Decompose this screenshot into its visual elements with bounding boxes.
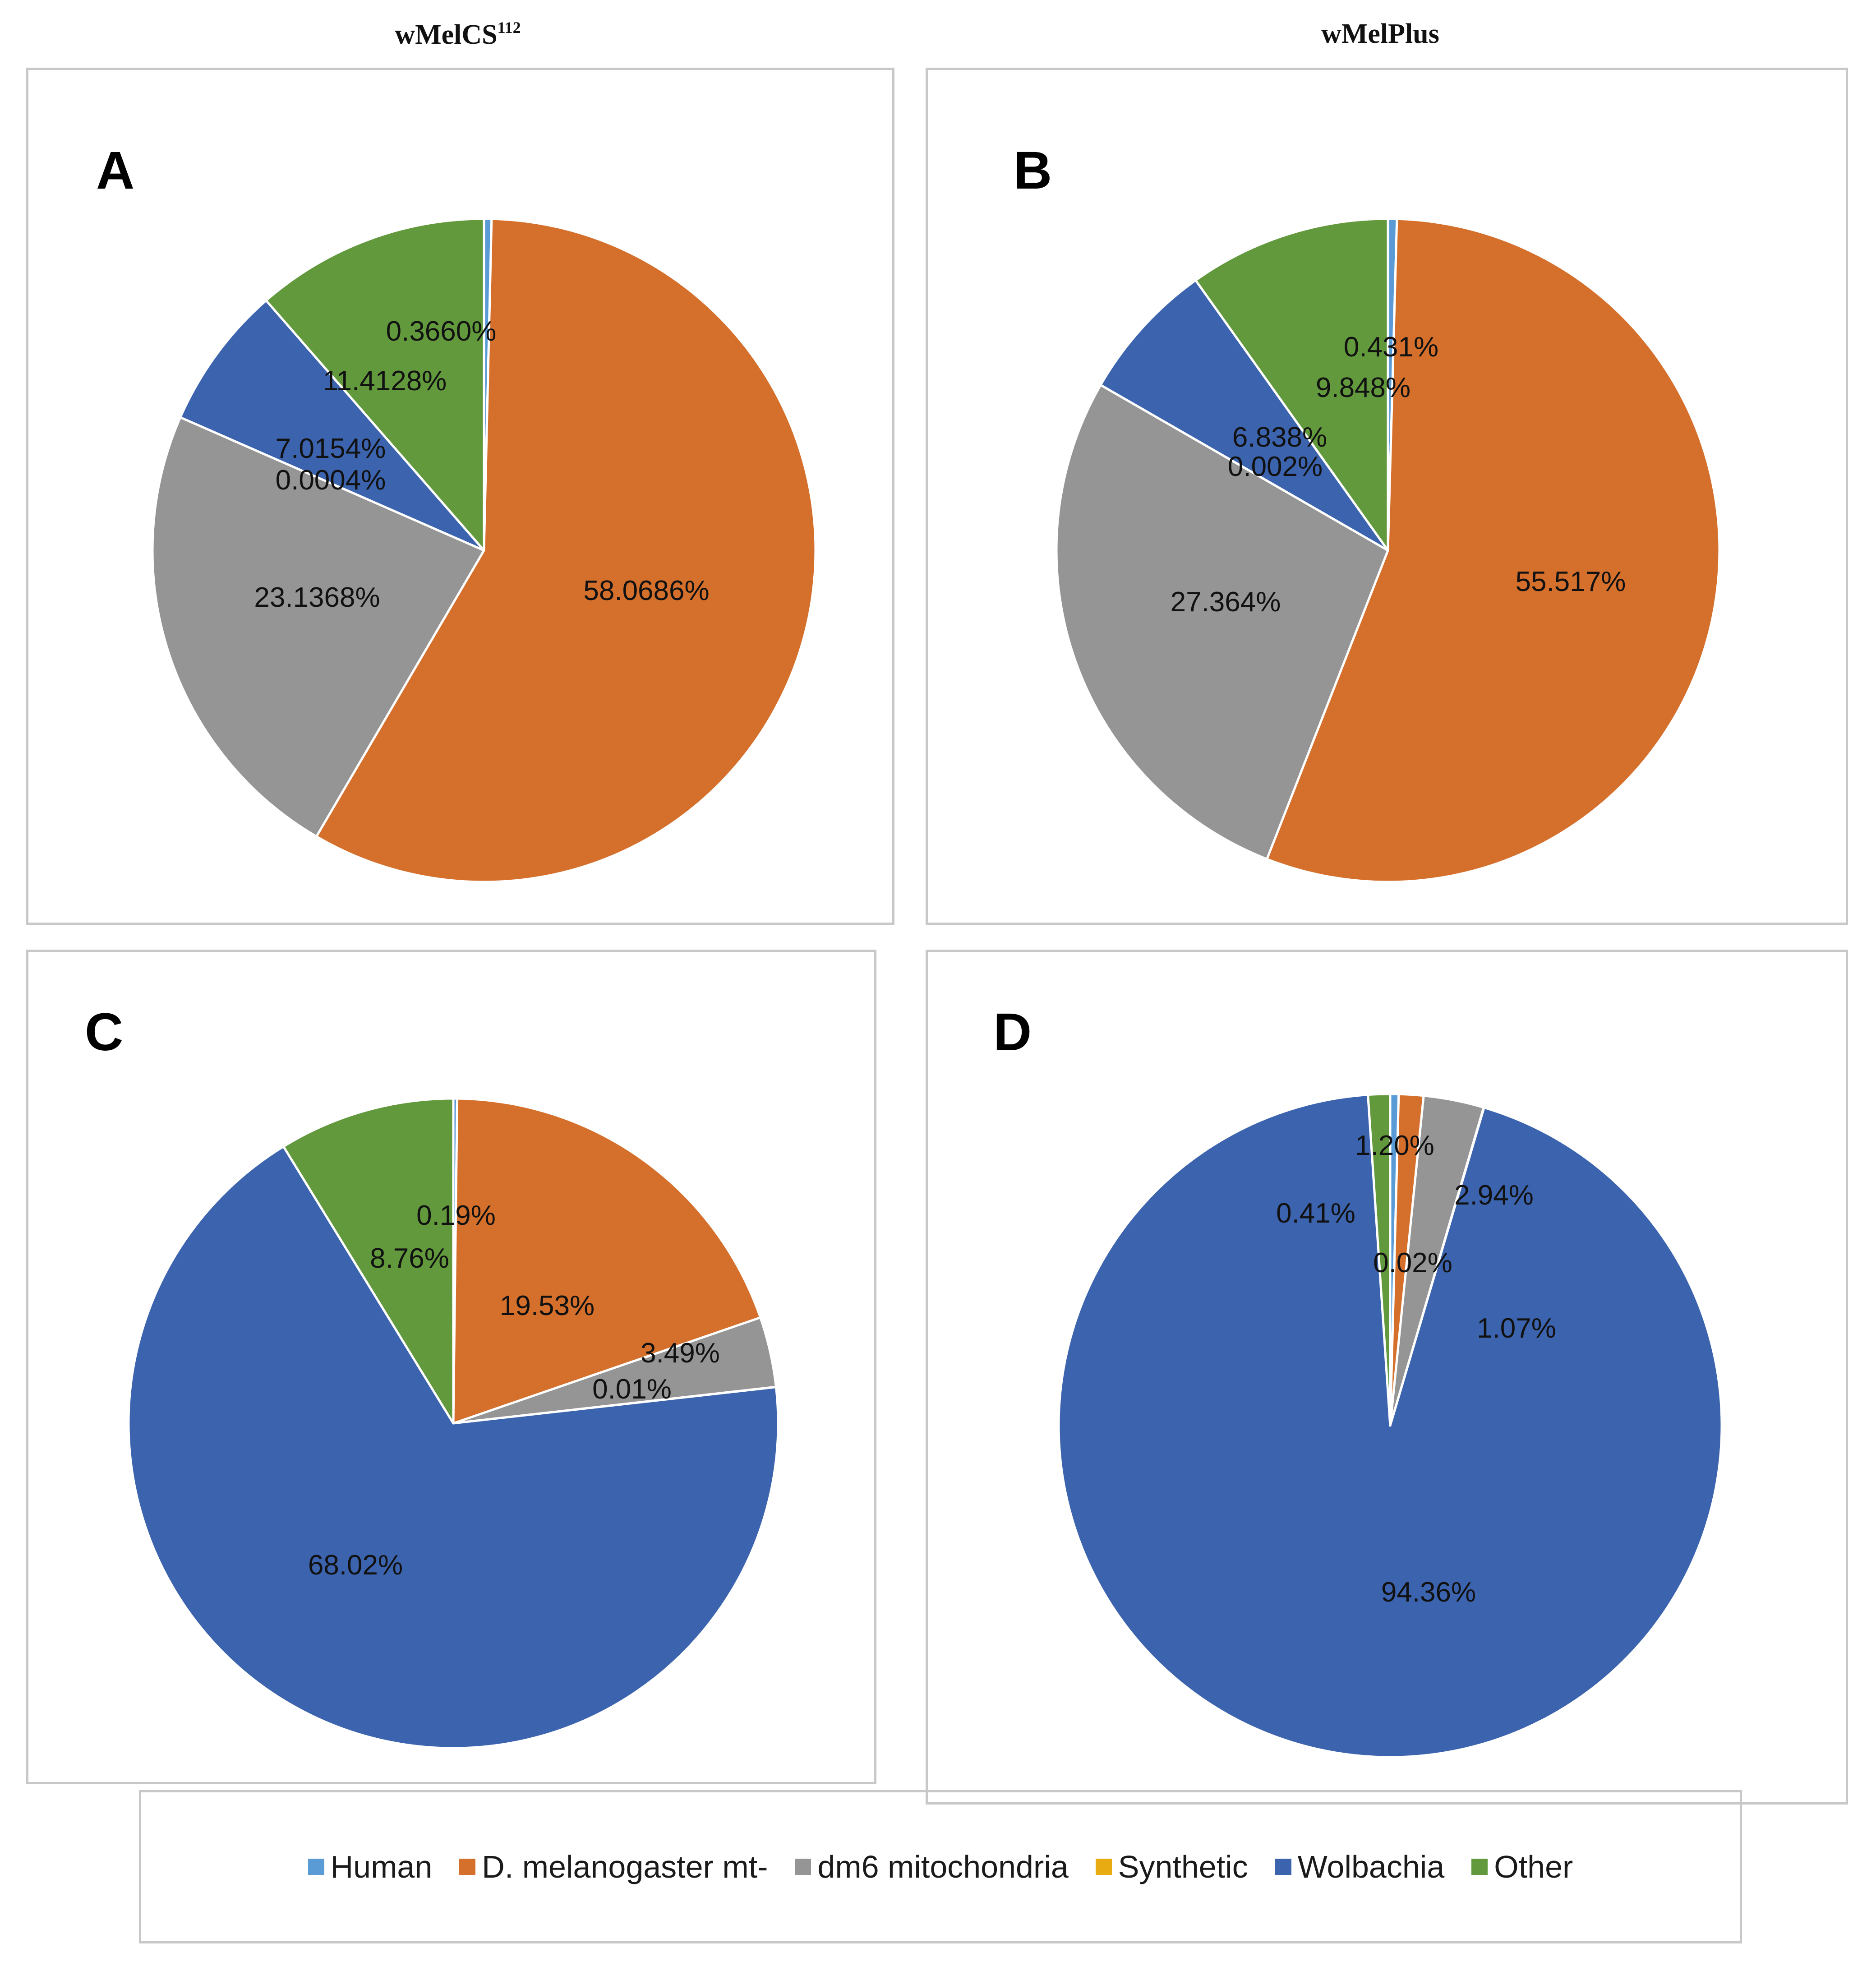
chart-panel-a: A 0.3660% 58.0686% 23.1368% 0.0004% 7.0154% 1… <box>26 68 894 925</box>
data-label-other: 8.76% <box>370 1243 449 1274</box>
data-label-wolbachia: 7.0154% <box>276 433 386 464</box>
pie-slice-wolbachia <box>127 1145 779 1749</box>
panel-letter-d: D <box>993 1002 1032 1062</box>
legend-item-other: Other <box>1471 1849 1573 1885</box>
panel-letter-c: C <box>85 1002 124 1062</box>
data-label-human: 0.19% <box>416 1200 496 1231</box>
chart-panel-c: C 0.19% 19.53% 3.49% 0.01% 68.02% 8.76% <box>26 950 876 1784</box>
data-label-other: 1.07% <box>1477 1313 1556 1344</box>
pie-slice-other <box>282 1097 455 1425</box>
legend-swatch <box>1471 1859 1488 1875</box>
legend-item-d-melanogaster-mt: D. melanogaster mt- <box>459 1849 768 1885</box>
data-label-other: 9.848% <box>1316 372 1410 403</box>
legend-swatch <box>795 1859 811 1875</box>
pie-slice-wolbachia <box>179 299 485 552</box>
data-label-other: 11.4128% <box>323 365 447 397</box>
data-label-dm6-mitochondria: 3.49% <box>641 1338 720 1369</box>
pie-slice-d-melanogaster-mt <box>1266 217 1721 883</box>
data-label-synthetic: 0.01% <box>592 1374 672 1405</box>
legend-label: Wolbachia <box>1297 1849 1445 1884</box>
legend-swatch <box>308 1859 324 1875</box>
pie-slice-d-melanogaster-mt <box>315 217 817 883</box>
data-label-synthetic: 0.0004% <box>276 465 386 496</box>
legend-label: Other <box>1494 1849 1573 1884</box>
pie-chart-b: 0.431% 55.517% 27.364% 0.002%6.838% 9.848% <box>1055 217 1721 883</box>
pie-slice-d-melanogaster-mt <box>452 1097 762 1425</box>
data-label-wolbachia: 94.36% <box>1381 1577 1476 1608</box>
chart-legend: Human D. melanogaster mt- dm6 mitochondr… <box>139 1790 1742 1943</box>
data-label-human: 0.41% <box>1276 1198 1355 1229</box>
legend-swatch <box>1275 1859 1291 1875</box>
data-label-d-melanogaster-mt: 58.0686% <box>583 575 709 606</box>
chart-panel-d: D 0.41% 1.20% 2.94% 0.02% 94.36% 1.07% <box>926 950 1848 1805</box>
legend-swatch <box>459 1859 476 1875</box>
column-title-superscript: 112 <box>497 18 521 37</box>
data-label-dm6-mitochondria: 2.94% <box>1454 1180 1534 1211</box>
legend-item-synthetic: Synthetic <box>1095 1849 1248 1885</box>
data-label-d-melanogaster-mt: 55.517% <box>1516 566 1626 597</box>
legend-item-wolbachia: Wolbachia <box>1275 1849 1445 1885</box>
pie-slice-dm6-mitochondria <box>151 416 485 838</box>
legend-label: Synthetic <box>1118 1849 1248 1884</box>
legend-item-human: Human <box>308 1849 433 1885</box>
legend-label: Human <box>330 1849 433 1884</box>
column-title-text: wMelPlus <box>1321 18 1439 49</box>
data-label-d-melanogaster-mt: 19.53% <box>500 1290 595 1321</box>
legend-swatch <box>1095 1859 1112 1875</box>
data-label-synthetic: 0.02% <box>1373 1247 1452 1279</box>
data-label-human: 0.431% <box>1344 332 1438 363</box>
legend-item-dm6-mitochondria: dm6 mitochondria <box>795 1849 1069 1885</box>
data-label-dm6-mitochondria: 27.364% <box>1171 586 1281 618</box>
panel-letter-a: A <box>96 141 135 200</box>
legend-label: D. melanogaster mt- <box>482 1849 768 1884</box>
column-title-wmelcs112: wMelCS112 <box>395 18 521 51</box>
data-label-synthetic: 0.002% <box>1228 451 1323 482</box>
panel-letter-b: B <box>1014 141 1052 200</box>
chart-panel-b: B 0.431% 55.517% 27.364% 0.002% 6.838% 9.848% <box>926 68 1848 925</box>
legend-label: dm6 mitochondria <box>817 1849 1069 1884</box>
data-label-dm6-mitochondria: 23.1368% <box>254 582 380 613</box>
column-title-wmelplus: wMelPlus <box>1321 18 1439 50</box>
data-label-d-melanogaster-mt: 1.20% <box>1355 1130 1434 1161</box>
column-title-text: wMelCS <box>395 19 498 50</box>
pie-slice-other <box>1367 1093 1392 1427</box>
data-label-wolbachia: 6.838% <box>1232 422 1327 453</box>
pie-slice-other <box>265 217 485 552</box>
data-label-wolbachia: 68.02% <box>308 1550 403 1581</box>
data-label-human: 0.3660% <box>386 316 497 347</box>
pie-slice-other <box>1194 217 1389 552</box>
pie-chart-d: 0.41% 1.20% 2.94% 0.02% 94.36% 1.07% <box>1057 1093 1723 1759</box>
pie-chart-c: 0.19% 19.53% 3.49% 0.01% 68.02% 8.76% <box>127 1097 779 1749</box>
pie-slice-wolbachia <box>1099 279 1389 552</box>
pie-chart-a: 0.3660% 58.0686% 23.1368% 0.0004%7.0154% 11.… <box>151 217 817 883</box>
